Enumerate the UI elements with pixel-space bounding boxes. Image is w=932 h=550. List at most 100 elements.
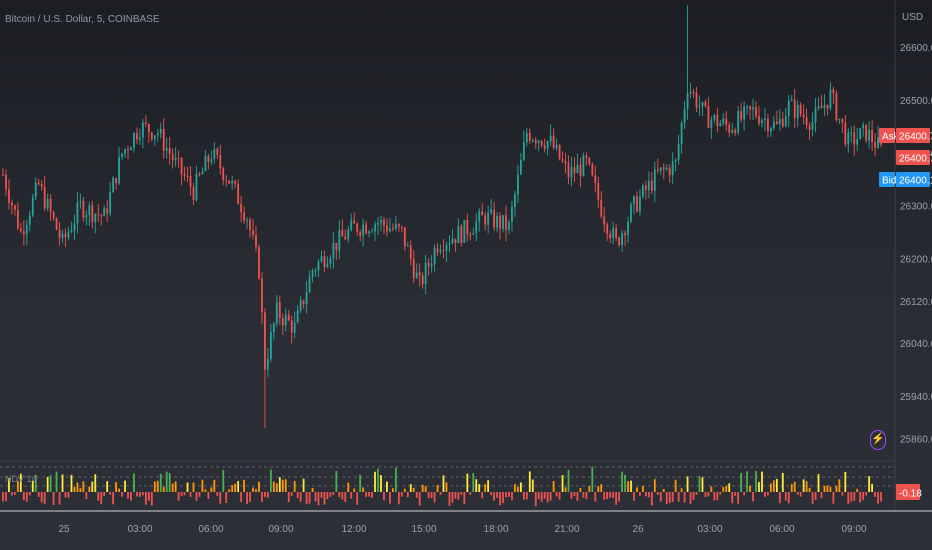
histogram-bar	[707, 492, 710, 497]
histogram-bar	[445, 482, 448, 492]
candle-body	[582, 155, 585, 176]
histogram-bar	[171, 483, 174, 492]
histogram-bar	[832, 492, 835, 504]
histogram-bar	[243, 479, 245, 492]
time-tick-label: 03:00	[697, 524, 722, 535]
candle-body	[225, 179, 228, 181]
histogram-bar	[261, 492, 263, 503]
last-price: 26400.76	[899, 154, 932, 165]
candle-body	[781, 118, 784, 127]
candle-body	[609, 233, 612, 239]
lightning-icon[interactable]: ⚡	[870, 430, 886, 450]
histogram-bar	[204, 489, 207, 492]
candle-body	[442, 250, 445, 252]
histogram-bar	[475, 479, 478, 492]
candle-body	[680, 122, 683, 144]
candle-body	[567, 163, 570, 178]
candle-body	[722, 118, 725, 124]
histogram-bar	[877, 492, 879, 504]
histogram-bar	[219, 492, 222, 504]
histogram-bar	[353, 488, 356, 492]
candle-body	[290, 320, 293, 333]
candle-body	[758, 116, 760, 124]
candle-body	[195, 173, 198, 200]
indicator-legend[interactable]: NDV 14	[5, 474, 37, 484]
candle-body	[707, 106, 710, 128]
time-tick-label: 12:00	[341, 524, 366, 535]
histogram-bar	[350, 492, 353, 499]
time-tick-label: 26	[632, 524, 644, 535]
histogram-bar	[293, 480, 296, 492]
candle-body	[392, 228, 394, 230]
histogram-bar	[213, 479, 216, 492]
candle-body	[219, 155, 222, 169]
histogram-bar	[567, 469, 570, 492]
candle-body	[258, 247, 260, 279]
candle-body	[734, 130, 737, 133]
candle-body	[365, 224, 368, 234]
histogram-bar	[621, 471, 623, 492]
histogram-bar	[284, 479, 287, 492]
histogram-bar	[802, 479, 805, 492]
histogram-bar	[22, 492, 25, 501]
histogram-bar	[386, 481, 388, 492]
histogram-bar	[606, 492, 609, 499]
histogram-bar	[409, 484, 412, 492]
candle-body	[332, 242, 335, 259]
candle-body	[150, 132, 153, 140]
candle-body	[156, 133, 159, 136]
time-tick-label: 09:00	[841, 524, 866, 535]
histogram-bar	[347, 482, 350, 492]
candle-body	[865, 124, 868, 141]
histogram-bar	[731, 492, 734, 504]
candle-body	[266, 358, 269, 370]
candle-body	[174, 157, 177, 161]
candle-body	[106, 208, 109, 214]
candle-body	[335, 242, 338, 251]
histogram-bar	[323, 492, 326, 505]
histogram-bar	[249, 492, 251, 503]
histogram-bar	[311, 487, 314, 492]
ask-tag-bg	[879, 128, 895, 143]
candle-body	[511, 207, 513, 222]
candle-body	[522, 141, 525, 160]
candle-body	[618, 237, 621, 246]
histogram-bar	[874, 492, 876, 497]
candle-body	[284, 314, 287, 326]
candle-body	[403, 227, 406, 247]
histogram-bar	[237, 480, 240, 492]
candle-body	[11, 202, 13, 206]
histogram-bar	[180, 492, 183, 496]
candle-body	[16, 209, 19, 229]
candle-body	[838, 118, 841, 121]
candle-body	[537, 140, 540, 144]
candle-body	[234, 180, 237, 184]
candle-body	[353, 220, 356, 224]
histogram-bar	[55, 471, 58, 492]
candle-body	[656, 169, 659, 171]
histogram-bar	[642, 485, 644, 492]
candle-body	[847, 132, 850, 145]
histogram-bar	[356, 492, 359, 505]
histogram-bar	[91, 481, 94, 492]
histogram-bar	[216, 492, 219, 496]
candle-body	[683, 108, 686, 123]
candle-body	[517, 174, 519, 195]
histogram-bar	[344, 492, 347, 503]
price-tick-label: 26200.00	[900, 255, 932, 266]
histogram-bar	[40, 492, 43, 503]
histogram-bar	[442, 475, 445, 492]
histogram-bar	[97, 492, 100, 501]
histogram-bar	[656, 492, 659, 495]
histogram-bar	[573, 492, 576, 497]
candle-body	[817, 106, 820, 109]
histogram-bar	[835, 485, 838, 492]
ask-tag: Ask	[882, 132, 900, 143]
candle-body	[356, 223, 359, 233]
symbol-title[interactable]: Bitcoin / U.S. Dollar, 5, COINBASE	[5, 14, 160, 25]
candle-body	[600, 199, 603, 217]
candle-body	[564, 161, 567, 164]
ask-value: 26400.79	[899, 132, 932, 143]
candle-body	[448, 243, 451, 245]
